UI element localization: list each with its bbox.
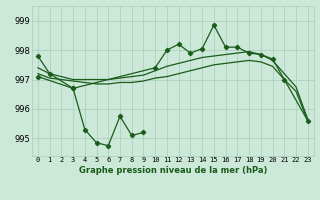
X-axis label: Graphe pression niveau de la mer (hPa): Graphe pression niveau de la mer (hPa) [79, 166, 267, 175]
